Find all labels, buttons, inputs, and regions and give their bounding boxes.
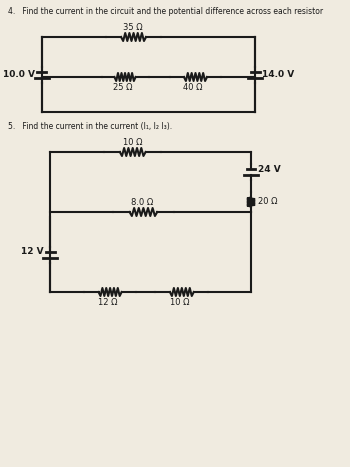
Text: 35 Ω: 35 Ω — [123, 23, 143, 32]
Text: 24 V: 24 V — [258, 165, 281, 175]
Text: 10 Ω: 10 Ω — [169, 298, 189, 307]
Text: 4.   Find the current in the circuit and the potential difference across each re: 4. Find the current in the circuit and t… — [8, 7, 323, 16]
Text: 5.   Find the current in the current (I₁, I₂ I₃).: 5. Find the current in the current (I₁, … — [8, 122, 172, 131]
Text: 20 Ω: 20 Ω — [258, 198, 277, 206]
Text: 10.0 V: 10.0 V — [3, 70, 35, 79]
Text: 10 Ω: 10 Ω — [122, 138, 142, 147]
Text: 25 Ω: 25 Ω — [113, 83, 133, 92]
Text: 8.0 Ω: 8.0 Ω — [131, 198, 153, 207]
Text: 12 Ω: 12 Ω — [98, 298, 117, 307]
Text: 14.0 V: 14.0 V — [262, 70, 294, 79]
Text: 40 Ω: 40 Ω — [183, 83, 203, 92]
Text: 12 V: 12 V — [21, 248, 43, 256]
